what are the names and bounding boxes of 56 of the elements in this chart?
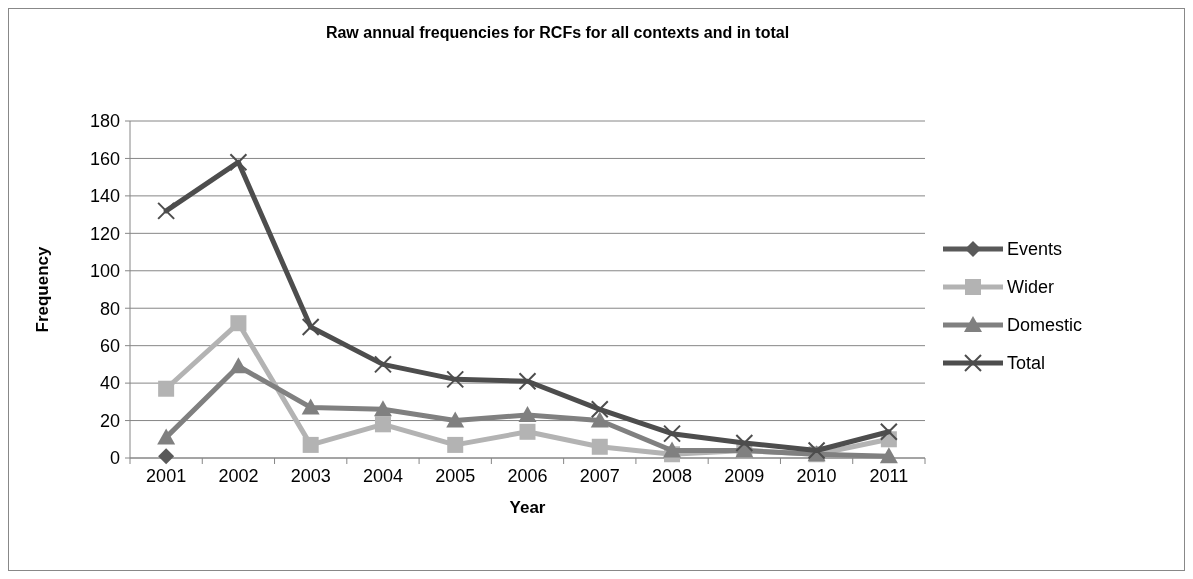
y-axis-title: Frequency [33, 245, 52, 333]
y-tick-label: 40 [99, 373, 120, 394]
point [446, 370, 465, 389]
x-tick-label: 2002 [218, 466, 259, 486]
x-tick-label: 2008 [652, 466, 693, 486]
y-tick-label: 140 [89, 186, 120, 207]
point [590, 400, 609, 419]
y-tick-label: 20 [99, 410, 120, 431]
legend-label: Domestic [1007, 315, 1083, 336]
point [230, 315, 247, 332]
point [229, 357, 248, 374]
y-tick-label: 120 [89, 223, 120, 244]
x-tick-label: 2010 [796, 466, 837, 486]
point [447, 436, 464, 453]
legend-label: Wider [1007, 277, 1055, 298]
legend-label: Total [1007, 353, 1046, 374]
point [663, 424, 682, 443]
point [373, 400, 392, 417]
point [879, 447, 898, 464]
point [301, 398, 320, 415]
point [879, 422, 898, 441]
y-tick-label: 100 [89, 261, 120, 282]
point [590, 411, 609, 428]
point [158, 448, 175, 465]
point [591, 438, 608, 455]
y-tick-label: 60 [99, 335, 120, 356]
point [518, 372, 537, 391]
point [157, 201, 176, 220]
x-tick-label: 2001 [146, 466, 187, 486]
x-tick-label: 2007 [579, 466, 620, 486]
y-tick-label: 160 [89, 148, 120, 169]
x-tick-label: 2003 [290, 466, 331, 486]
x-axis-title: Year [509, 498, 546, 517]
x-tick-label: 2011 [869, 466, 909, 486]
point [735, 434, 754, 453]
point [519, 423, 536, 440]
point [157, 428, 176, 445]
x-tick-label: 2006 [507, 466, 548, 486]
point [302, 436, 319, 453]
x-tick-label: 2004 [362, 466, 403, 486]
point [301, 317, 320, 336]
point [158, 380, 175, 397]
point [663, 441, 682, 458]
y-tick-label: 80 [99, 298, 120, 319]
point [374, 416, 391, 433]
y-tick-label: 180 [89, 111, 120, 132]
x-tick-label: 2009 [724, 466, 765, 486]
x-tick-label: 2005 [435, 466, 476, 486]
y-tick-label: 0 [109, 448, 120, 469]
point [446, 411, 465, 428]
legend-label: Events [1007, 239, 1063, 260]
point [229, 153, 248, 172]
chart-title: Raw annual frequencies for RCFs for all contexts and in total [325, 24, 790, 41]
point [807, 441, 826, 460]
point [373, 355, 392, 374]
point [518, 405, 537, 422]
